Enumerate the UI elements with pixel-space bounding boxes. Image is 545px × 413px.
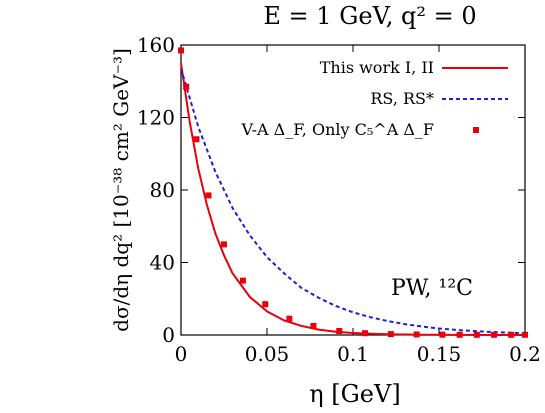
legend-label-this-work: This work I, II	[320, 58, 434, 77]
y-tick-label: 40	[150, 251, 175, 275]
series-layer	[178, 47, 528, 338]
x-tick-label: 0	[175, 342, 188, 366]
annotation-pw-c12: PW, ¹²C	[391, 276, 473, 301]
y-axis: 0 40 80 120 160	[137, 33, 525, 347]
data-point	[387, 331, 394, 338]
data-point	[239, 277, 246, 284]
data-point	[491, 331, 498, 338]
data-point	[205, 192, 212, 199]
x-tick-label: 0.1	[337, 342, 369, 366]
x-tick-label: 0.05	[245, 342, 290, 366]
series-line-1	[180, 68, 526, 335]
legend: This work I, II RS, RS* V-A Δ_F, Only C₅…	[241, 58, 508, 139]
y-tick-label: 120	[137, 106, 175, 130]
data-point	[508, 331, 515, 338]
y-tick-label: 0	[162, 323, 175, 347]
data-point	[413, 331, 420, 338]
data-point	[456, 331, 463, 338]
data-point	[286, 315, 293, 322]
data-point	[473, 331, 480, 338]
legend-label-va: V-A Δ_F, Only C₅^A Δ_F	[241, 120, 435, 139]
data-point	[336, 328, 343, 335]
series-line-0	[180, 62, 525, 336]
data-point	[362, 330, 369, 337]
legend-label-rs: RS, RS*	[370, 89, 434, 108]
x-axis-label: η [GeV]	[309, 380, 400, 408]
data-point	[178, 47, 184, 54]
chart-title: E = 1 GeV, q² = 0	[263, 2, 476, 30]
data-point	[193, 136, 200, 143]
data-point	[183, 83, 190, 90]
legend-swatch-va	[473, 127, 479, 133]
y-tick-label: 160	[137, 33, 175, 57]
data-point	[439, 331, 446, 338]
y-axis-label: dσ/dη dq² [10⁻³⁸ cm² GeV⁻³]	[109, 48, 133, 332]
x-axis: 0 0.05 0.1 0.15 0.2	[175, 45, 541, 366]
y-tick-label: 80	[150, 178, 175, 202]
x-tick-label: 0.15	[417, 342, 462, 366]
data-point	[310, 322, 317, 329]
x-tick-label: 0.2	[509, 342, 541, 366]
data-point	[262, 301, 269, 308]
data-point	[221, 241, 227, 248]
data-point	[522, 331, 528, 338]
plot-frame	[180, 44, 526, 336]
